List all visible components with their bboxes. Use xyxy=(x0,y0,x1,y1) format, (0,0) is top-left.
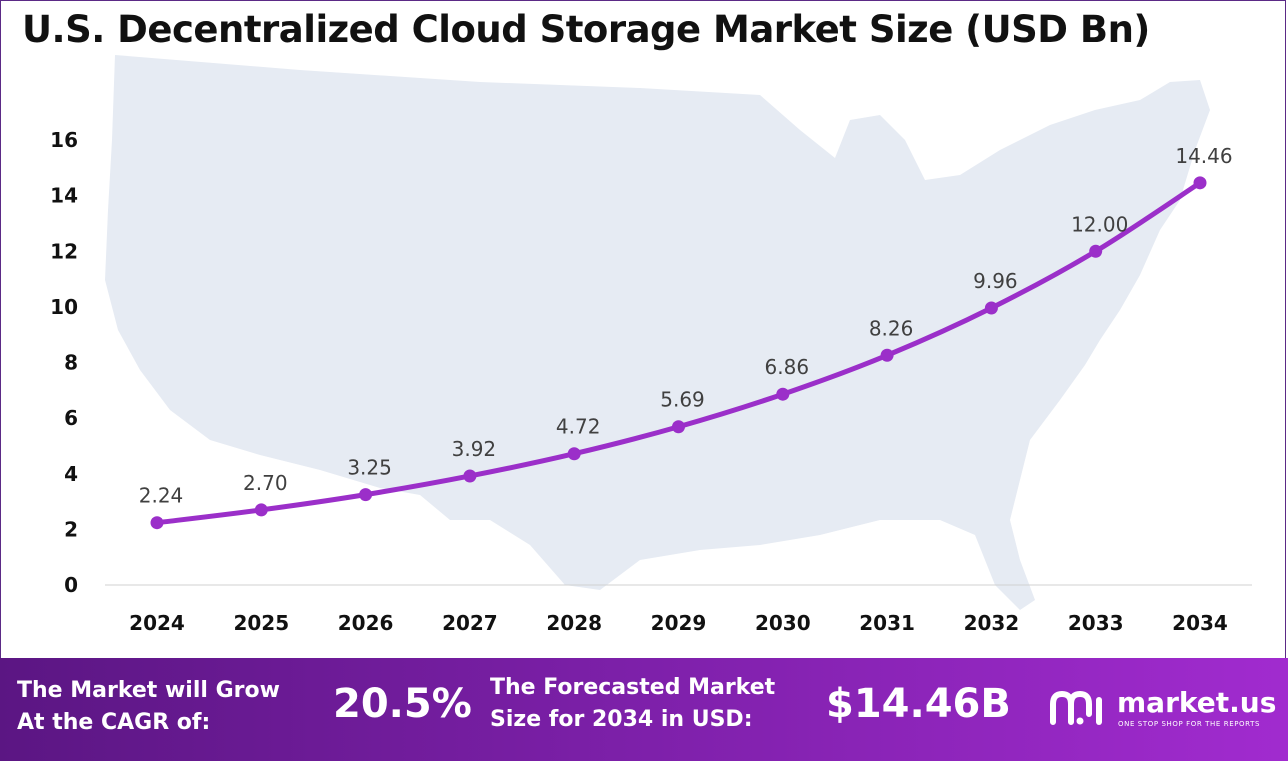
cagr-value: 20.5% xyxy=(333,681,472,727)
data-label: 8.26 xyxy=(869,316,914,340)
y-tick-label: 6 xyxy=(64,406,78,430)
x-tick-label: 2024 xyxy=(129,611,185,635)
y-tick-label: 2 xyxy=(64,517,78,541)
data-point xyxy=(672,420,685,434)
data-label: 12.00 xyxy=(1071,212,1128,236)
chart-title: U.S. Decentralized Cloud Storage Market … xyxy=(22,8,1150,51)
data-point xyxy=(254,503,268,517)
footer-banner: The Market will Grow At the CAGR of: 20.… xyxy=(0,658,1288,761)
data-point xyxy=(150,516,164,530)
y-tick-label: 8 xyxy=(64,351,78,375)
brand-tagline: ONE STOP SHOP FOR THE REPORTS xyxy=(1118,720,1261,728)
x-tick-label: 2032 xyxy=(964,611,1020,635)
data-label: 2.24 xyxy=(139,484,184,508)
cagr-label: The Market will Grow At the CAGR of: xyxy=(17,675,280,739)
y-tick-label: 10 xyxy=(50,295,78,319)
x-tick-label: 2033 xyxy=(1068,611,1124,635)
brand-name: market.us xyxy=(1117,686,1277,719)
forecast-label: The Forecasted Market Size for 2034 in U… xyxy=(490,672,775,736)
data-point xyxy=(776,387,790,401)
line-chart: 0 2 4 6 8 10 12 14 16 2024 2025 2026 2027 2028 2029 203… xyxy=(50,55,1252,635)
y-tick-label: 12 xyxy=(50,239,78,263)
data-label: 4.72 xyxy=(556,415,601,439)
cagr-label-line2: At the CAGR of: xyxy=(17,710,211,735)
data-label: 9.96 xyxy=(973,269,1018,293)
forecast-value: $14.46B xyxy=(826,681,1011,727)
brand-block[interactable]: market.us ONE STOP SHOP FOR THE REPORTS xyxy=(1050,684,1285,734)
data-point xyxy=(359,488,373,502)
data-label: 3.92 xyxy=(452,437,497,461)
y-tick-label: 4 xyxy=(64,462,78,486)
x-tick-label: 2026 xyxy=(338,611,394,635)
data-label: 6.86 xyxy=(765,355,810,379)
data-point xyxy=(1089,244,1103,258)
market-us-logo-icon xyxy=(1050,690,1102,725)
data-point xyxy=(880,348,894,362)
cagr-label-line1: The Market will Grow xyxy=(17,678,280,703)
us-map-background xyxy=(105,55,1210,610)
x-tick-label: 2031 xyxy=(859,611,915,635)
x-tick-label: 2034 xyxy=(1172,611,1228,635)
x-tick-label: 2029 xyxy=(651,611,707,635)
data-label: 14.46 xyxy=(1175,144,1232,168)
x-tick-label: 2028 xyxy=(546,611,602,635)
x-tick-label: 2025 xyxy=(233,611,289,635)
forecast-label-line2: Size for 2034 in USD: xyxy=(490,707,753,732)
data-point xyxy=(463,469,477,483)
data-label: 5.69 xyxy=(660,388,705,412)
forecast-label-line1: The Forecasted Market xyxy=(490,675,776,700)
data-point xyxy=(567,447,581,461)
data-label: 2.70 xyxy=(243,471,288,495)
x-tick-label: 2030 xyxy=(755,611,811,635)
data-label: 3.25 xyxy=(347,456,392,480)
data-point xyxy=(984,301,998,315)
y-tick-label: 0 xyxy=(64,573,78,597)
y-tick-label: 16 xyxy=(50,128,78,152)
x-tick-label: 2027 xyxy=(442,611,498,635)
data-point xyxy=(1193,176,1207,190)
y-tick-label: 14 xyxy=(50,184,78,208)
